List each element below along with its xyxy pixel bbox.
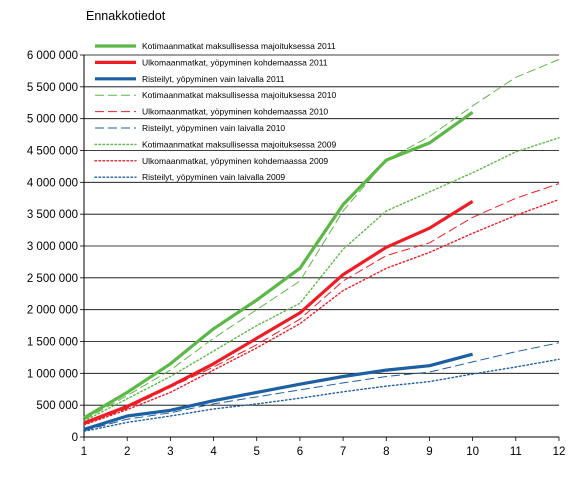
y-tick-label: 6 000 000 [27,50,78,62]
legend-label: Ulkomaanmatkat, yöpyminen kohdemaassa 20… [142,57,328,67]
axes: 0 500 000 1 000 000 1 500 000 2 000 000 2 500… [27,50,566,458]
series-line-7 [83,137,560,422]
x-tick-label: 7 [340,446,346,458]
legend-label: Kotimaanmatkat maksullisessa majoitukses… [142,139,336,149]
y-tick-label: 4 000 000 [27,177,78,189]
x-tick-label: 3 [167,446,173,458]
series-lines [83,59,560,432]
y-tick-label: 5 000 000 [27,114,78,126]
series-line-6 [83,342,560,432]
gridlines [84,54,559,406]
x-tick-label: 9 [426,446,432,458]
series-line-4 [83,59,560,421]
x-tick-label: 12 [553,446,566,458]
y-tick-label: 1 500 000 [27,337,78,349]
x-tick-label: 6 [297,446,303,458]
y-tick-label: 0 [72,432,78,444]
y-tick-label: 2 500 000 [27,273,78,285]
legend-label: Risteilyt, yöpyminen vain laivalla 2011 [142,74,285,84]
x-tick-label: 2 [124,446,130,458]
y-tick-label: 3 500 000 [27,209,78,221]
legend-label: Kotimaanmatkat maksullisessa majoitukses… [142,41,336,51]
legend-label: Risteilyt, yöpyminen vain laivalla 2009 [142,172,285,182]
y-tick-label: 500 000 [36,400,78,412]
y-tick-label: 1 000 000 [27,368,78,380]
legend-label: Ulkomaanmatkat, yöpyminen kohdemaassa 20… [142,156,328,166]
series-line-1 [83,110,474,420]
series-line-8 [83,198,560,426]
x-tick-label: 8 [383,446,389,458]
x-tick-label: 4 [210,446,217,458]
x-tick-label: 10 [466,446,479,458]
y-tick-label: 4 500 000 [27,146,78,158]
y-tick-label: 5 500 000 [27,82,78,94]
x-tick-label: 1 [81,446,87,458]
series-line-9 [83,358,560,432]
legend-label: Kotimaanmatkat maksullisessa majoitukses… [142,90,336,100]
y-tick-label: 3 000 000 [27,241,78,253]
series-line-2 [83,200,474,425]
x-tick-label: 11 [510,446,522,458]
series-line-3 [83,352,474,431]
legend-label: Risteilyt, yöpyminen vain laivalla 2010 [142,123,285,133]
chart-title: Ennakkotiedot [86,9,166,23]
legend-label: Ulkomaanmatkat, yöpyminen kohdemaassa 20… [142,107,328,117]
series-line-5 [83,183,560,425]
x-tick-label: 5 [254,446,260,458]
legend: Kotimaanmatkat maksullisessa majoitukses… [94,41,336,182]
y-tick-label: 2 000 000 [27,305,78,317]
